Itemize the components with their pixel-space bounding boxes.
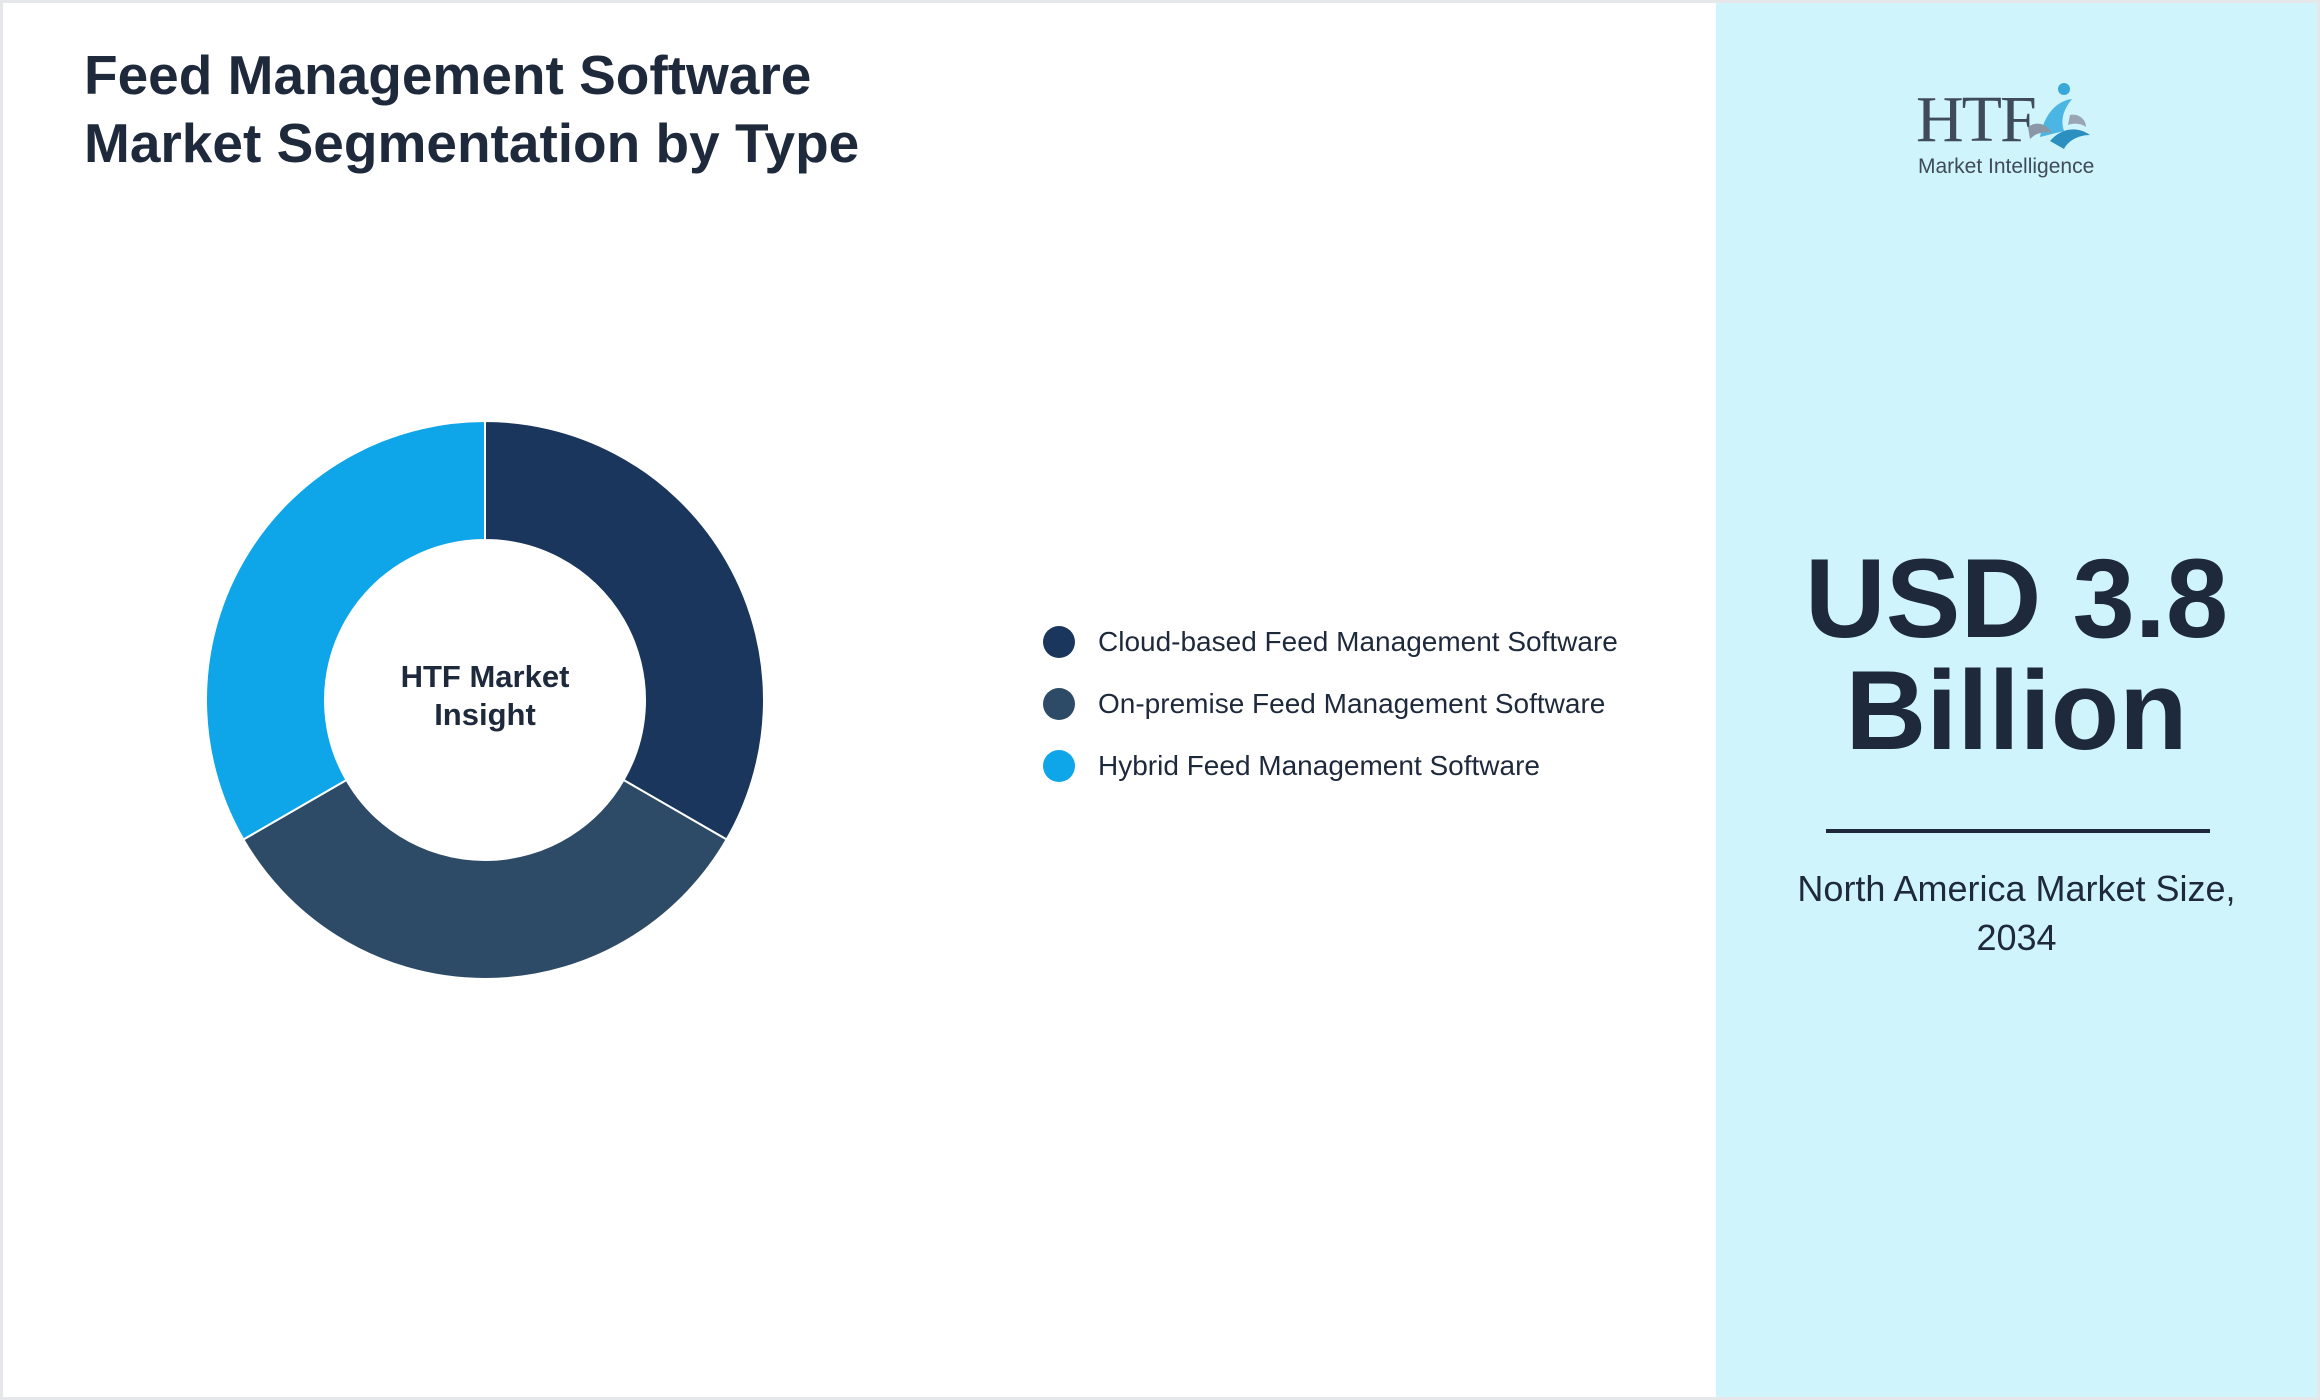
donut-slice-2[interactable]	[242, 778, 728, 980]
legend-item-cloud[interactable]: Cloud-based Feed Management Software	[1043, 611, 1618, 673]
title-line-2: Market Segmentation by Type	[84, 112, 860, 174]
center-label-line-1: HTF Market	[400, 659, 570, 694]
donut-slice-1[interactable]	[484, 419, 765, 841]
market-size-line-1: USD 3.8	[1804, 536, 2229, 661]
legend-swatch	[1043, 750, 1075, 782]
donut-chart	[205, 419, 765, 980]
legend-item-hybrid[interactable]: Hybrid Feed Management Software	[1043, 735, 1618, 797]
market-size-caption: North America Market Size, 2034	[1756, 864, 2277, 962]
logo-swirl-icon	[2028, 83, 2090, 149]
brand-logo: HTF Market Intelligence	[1916, 79, 2096, 183]
donut-center-label: HTF Market Insight	[345, 658, 625, 734]
legend-label: On-premise Feed Management Software	[1098, 688, 1606, 719]
caption-line-2: 2034	[1976, 917, 2057, 958]
legend-swatch	[1043, 688, 1075, 720]
logo-wordmark: HTF	[1916, 83, 2037, 156]
title-line-1: Feed Management Software	[84, 44, 812, 106]
page-title: Feed Management Software Market Segmenta…	[84, 41, 859, 177]
legend-item-on-premise[interactable]: On-premise Feed Management Software	[1043, 673, 1618, 735]
logo-tagline: Market Intelligence	[1918, 155, 2095, 178]
legend-swatch	[1043, 626, 1075, 658]
divider-line	[1826, 829, 2210, 833]
legend-label: Hybrid Feed Management Software	[1098, 750, 1540, 781]
page-frame: Feed Management Software Market Segmenta…	[3, 3, 2317, 1397]
summary-panel: HTF Market Intelligence USD 3.8 Billion …	[1716, 3, 2317, 1397]
market-size-value: USD 3.8 Billion	[1716, 543, 2317, 767]
caption-line-1: North America Market Size,	[1797, 868, 2236, 909]
legend-label: Cloud-based Feed Management Software	[1098, 626, 1618, 657]
chart-legend: Cloud-based Feed Management Software On-…	[1043, 611, 1618, 797]
donut-slice-3[interactable]	[205, 419, 486, 841]
center-label-line-2: Insight	[434, 697, 536, 732]
market-size-line-2: Billion	[1845, 648, 2188, 773]
chart-panel: Feed Management Software Market Segmenta…	[3, 3, 1716, 1397]
